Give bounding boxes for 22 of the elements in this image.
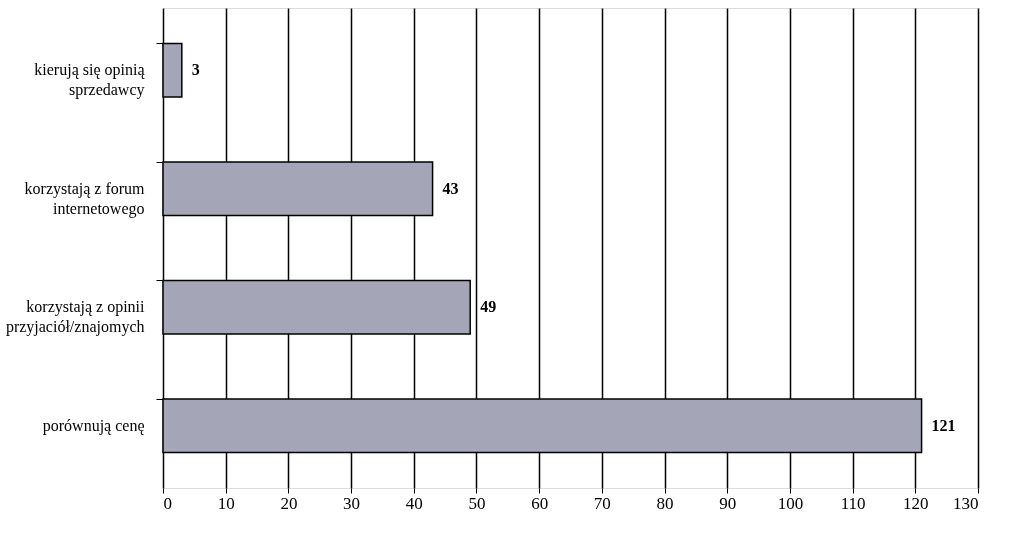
data-label: 49 — [480, 298, 497, 316]
data-label: 43 — [442, 179, 459, 197]
x-tick-label: 20 — [280, 493, 298, 513]
x-tick-label: 50 — [468, 493, 486, 513]
x-tick-label: 0 — [163, 493, 172, 513]
y-tick-label: porównują cenę — [42, 416, 145, 435]
x-tick-label: 70 — [593, 493, 611, 513]
data-label: 121 — [931, 416, 956, 434]
x-tick-label: 10 — [217, 493, 235, 513]
x-tick-label: 80 — [656, 493, 674, 513]
y-tick-label: kierują się opinią sprzedawcy — [34, 61, 146, 100]
x-tick-label: 40 — [405, 493, 423, 513]
y-tick-label: korzystają z forum internetowego — [24, 179, 146, 218]
x-tick-label: 60 — [531, 493, 549, 513]
x-tick-label: 30 — [343, 493, 361, 513]
data-label: 3 — [191, 61, 200, 79]
x-tick-label: 110 — [840, 493, 866, 513]
y-tick-label: korzystają z opinii przyjaciół/znajomych — [5, 298, 146, 337]
x-tick-label: 90 — [719, 493, 737, 513]
x-tick-label: 130 — [953, 493, 979, 513]
x-tick-label: 100 — [777, 493, 804, 513]
x-tick-label: 120 — [903, 493, 929, 513]
